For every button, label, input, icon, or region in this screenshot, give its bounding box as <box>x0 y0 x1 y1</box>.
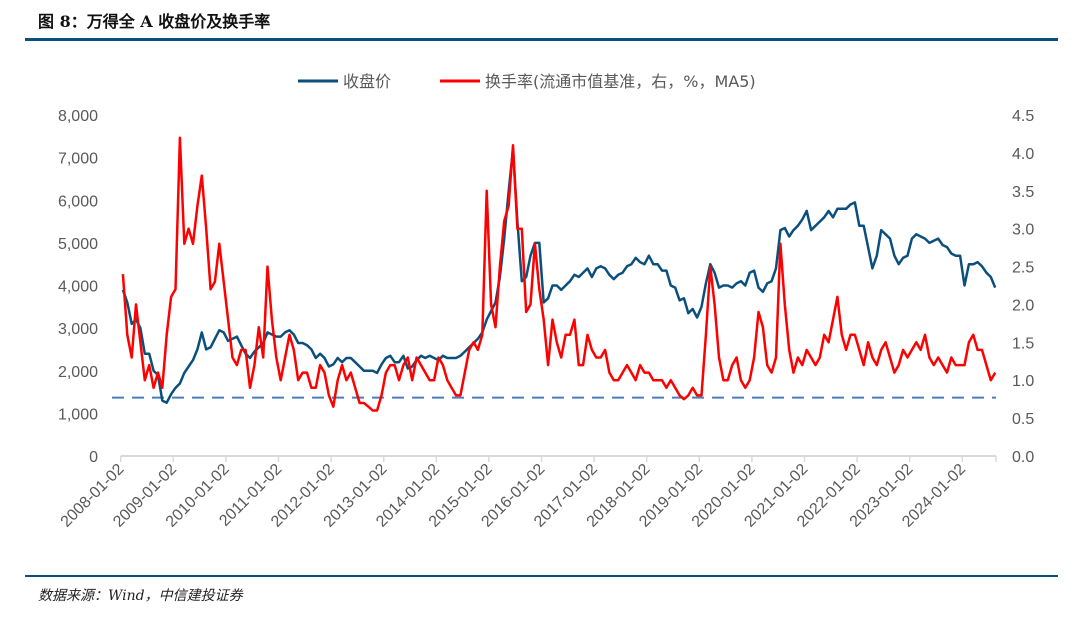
source-note: 数据来源：Wind，中信建投证券 <box>38 588 243 604</box>
legend: 收盘价 换手率(流通市值基准，右，%，MA5) <box>298 72 756 91</box>
x-axis: 2008-01-022009-01-022010-01-022011-01-02… <box>58 455 997 531</box>
right-tick-label: 0.5 <box>1012 411 1034 428</box>
right-tick-label: 2.0 <box>1012 297 1034 314</box>
right-tick-label: 1.5 <box>1012 335 1034 352</box>
series-line-turnover <box>121 136 997 412</box>
legend-label-turnover: 换手率(流通市值基准，右，%，MA5) <box>485 72 756 91</box>
left-tick-label: 8,000 <box>58 108 98 125</box>
right-tick-label: 4.0 <box>1012 146 1034 163</box>
right-axis: 0.0 0.5 1.0 1.5 2.0 2.5 3.0 3.5 4.0 4.5 <box>1012 108 1034 466</box>
left-tick-label: 5,000 <box>58 236 98 253</box>
right-tick-label: 1.0 <box>1012 373 1034 390</box>
chart: 收盘价 换手率(流通市值基准，右，%，MA5) 0 1,000 2,000 3,000… <box>58 72 1035 531</box>
left-tick-label: 0 <box>89 449 98 466</box>
right-tick-label: 2.5 <box>1012 260 1034 277</box>
right-tick-label: 3.5 <box>1012 184 1034 201</box>
left-axis: 0 1,000 2,000 3,000 4,000 5,000 6,000 7,000 8,00… <box>58 108 98 466</box>
left-tick-label: 3,000 <box>58 321 98 338</box>
left-tick-label: 7,000 <box>58 151 98 168</box>
left-tick-label: 2,000 <box>58 364 98 381</box>
bottom-rule <box>25 575 1058 577</box>
top-rule <box>25 38 1058 41</box>
series-line-price <box>121 147 997 404</box>
left-tick-label: 1,000 <box>58 406 98 423</box>
figure-title: 图 8：万得全 A 收盘价及换手率 <box>38 12 271 31</box>
right-tick-label: 3.0 <box>1012 222 1034 239</box>
right-tick-label: 0.0 <box>1012 449 1034 466</box>
legend-label-price: 收盘价 <box>343 72 391 91</box>
right-tick-label: 4.5 <box>1012 108 1034 125</box>
left-tick-label: 6,000 <box>58 193 98 210</box>
left-tick-label: 4,000 <box>58 279 98 296</box>
